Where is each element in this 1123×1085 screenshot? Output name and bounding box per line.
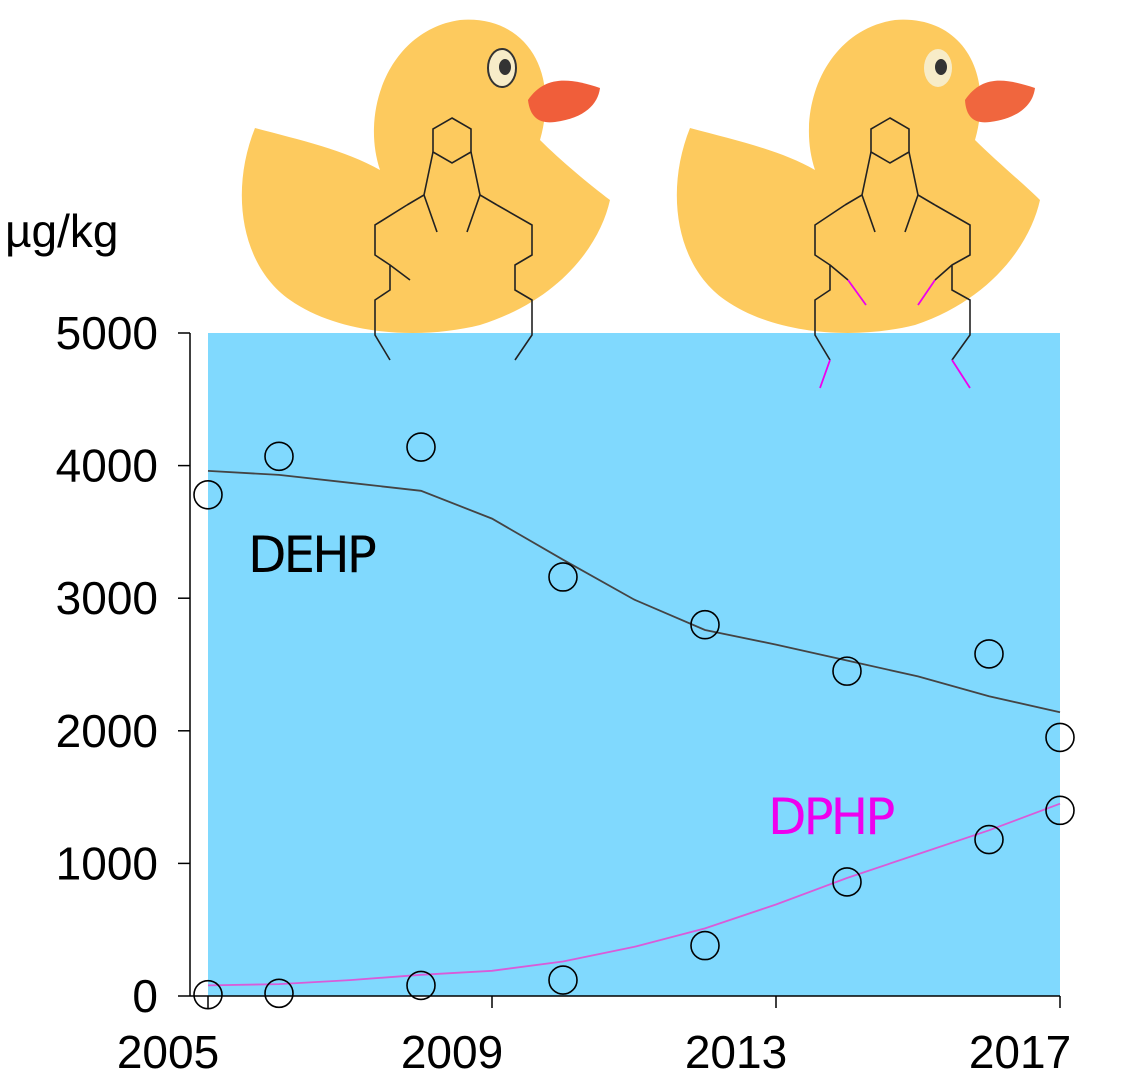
series-label-dehp: DEHP (248, 526, 376, 584)
data-point-dphp (406, 970, 436, 1001)
y-axis-ticks: 0 1000 2000 3000 4000 5000 (56, 307, 190, 1022)
data-point-dphp (1045, 795, 1075, 826)
duck-beak (528, 80, 600, 123)
data-point-dehp (548, 562, 578, 592)
y-tick-label: 3000 (56, 572, 158, 624)
data-points (193, 432, 1075, 1010)
series-label-dphp: DPHP (768, 788, 894, 846)
data-point-dehp (264, 441, 294, 472)
x-axis-ticks: 2005 2009 2013 2017 (117, 996, 1071, 1078)
y-axis-label: µg/kg (5, 205, 118, 257)
data-point-dehp (690, 609, 720, 640)
rubber-duck-dphp-illustration (676, 19, 1040, 389)
x-tick-label: 2009 (401, 1026, 503, 1078)
x-tick-label: 2005 (117, 1026, 219, 1078)
data-point-dphp (690, 930, 720, 961)
data-point-dehp (974, 639, 1004, 669)
duck-beak (965, 80, 1035, 123)
trend-line-dphp (207, 802, 1061, 987)
dehp-molecule (374, 117, 533, 361)
plot-area (208, 333, 1060, 996)
y-tick-label: 4000 (56, 440, 158, 492)
y-tick-label: 0 (132, 970, 158, 1022)
data-point-dphp (548, 965, 578, 995)
trend-lines (207, 470, 1061, 987)
data-point-dphp (974, 824, 1004, 855)
trend-line-dehp (207, 470, 1061, 714)
data-point-dehp (406, 432, 436, 462)
data-point-dphp (832, 867, 862, 897)
duck-body (676, 19, 1040, 333)
y-tick-label: 5000 (56, 307, 158, 359)
data-point-dphp (193, 979, 223, 1010)
data-point-dehp (1045, 722, 1075, 753)
y-tick-label: 2000 (56, 705, 158, 757)
rubber-duck-dehp-illustration (241, 19, 611, 361)
y-tick-label: 1000 (56, 837, 158, 889)
x-tick-label: 2013 (685, 1026, 787, 1078)
dphp-extra-carbons (819, 279, 971, 389)
data-point-dphp (264, 978, 294, 1009)
duck-body (241, 19, 611, 333)
dphp-molecule (814, 117, 971, 361)
x-tick-label: 2017 (969, 1026, 1071, 1078)
data-point-dehp (193, 479, 223, 510)
data-point-dehp (832, 656, 862, 686)
